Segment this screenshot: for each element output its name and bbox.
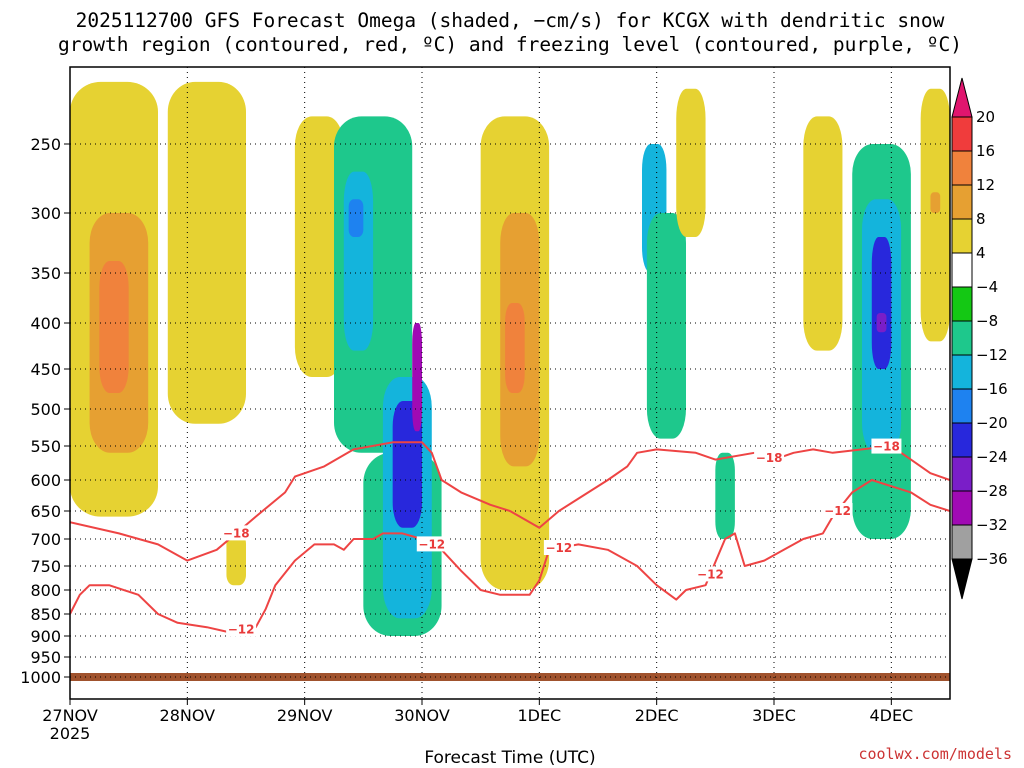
y-tick-label: 500 [30,400,61,419]
omega-cell [294,116,344,378]
colorbar-label: 12 [976,176,995,194]
contour-label: −18 [223,526,250,540]
x-tick-label: 28NOV [160,706,216,725]
x-tick-label: 29NOV [277,706,333,725]
colorbar-segment [951,320,973,356]
omega-cell [920,88,950,342]
colorbar-label: 4 [976,244,986,262]
colorbar-label: −32 [976,516,1008,534]
contour-label-bg [416,536,447,552]
y-axis-ticks: 250 300 350 400 450 500 550 600 650 700 750 800 850 9… [20,135,70,687]
x-tick-label: 2DEC [635,706,679,725]
contour-label-bg [543,540,574,555]
colorbar-label: −28 [976,482,1008,500]
y-tick-label: 650 [30,502,61,521]
x-tick-label: 1DEC [517,706,561,725]
colorbar-label: −20 [976,414,1008,432]
colorbar-label: −36 [976,550,1008,568]
contour-label: −12 [697,567,724,581]
contour-label: −12 [418,537,445,551]
omega-cell [392,401,422,528]
colorbar-segment [951,150,973,186]
colorbar-segment [951,286,973,322]
x-tick-label: 30NOV [394,706,450,725]
colorbar-segment [951,388,973,424]
colorbar-segment [951,456,973,492]
dgz-contour-line [70,441,950,562]
credit-text: coolwx.com/models [858,745,1012,763]
colorbar: 20 16 12 8 4 −4 −8 −12 −16 −20 −24 −28 −32 −36 [951,77,1008,600]
x-tick-sublabel: 2025 [50,724,91,743]
colorbar-segment [951,116,973,152]
omega-cell [676,88,706,237]
y-tick-label: 700 [30,530,61,549]
contour-label-bg [871,438,902,454]
colorbar-segment [951,252,973,288]
omega-cell [226,533,246,586]
contour-label: −18 [756,451,783,465]
y-tick-label: 450 [30,360,61,379]
dgz-contours: −18 −18 −18 −12 −12 −12 −12 −12 [70,438,950,637]
omega-cell [505,303,525,393]
colorbar-segment [951,490,973,526]
colorbar-label: 20 [976,108,995,126]
x-tick-label: 27NOV [42,706,98,725]
contour-label: −12 [228,622,255,636]
omega-cell [412,323,422,432]
omega-cell [348,199,364,237]
y-tick-label: 1000 [20,668,61,687]
contour-label: −12 [546,541,573,555]
colorbar-label: −16 [976,380,1008,398]
y-tick-label: 750 [30,557,61,576]
y-tick-label: 600 [30,471,61,490]
colorbar-top-triangle [951,77,973,118]
omega-cell [646,213,686,439]
omega-cell [930,192,941,213]
contour-label: −12 [824,504,851,518]
omega-shading-layer [70,81,950,636]
y-tick-label: 950 [30,648,61,667]
y-tick-label: 400 [30,314,61,333]
chart-title-line-1: 2025112700 GFS Forecast Omega (shaded, −… [76,9,945,32]
contour-label: −18 [873,440,900,454]
contour-label-bg [695,566,726,582]
omega-cell [876,313,887,333]
colorbar-segment [951,422,973,458]
x-tick-label: 4DEC [869,706,913,725]
x-tick-label: 3DEC [752,706,796,725]
contour-label-bg [754,449,785,465]
colorbar-label: 8 [976,210,986,228]
y-tick-label: 800 [30,581,61,600]
omega-cell [871,237,892,369]
colorbar-segment [951,184,973,220]
colorbar-bottom-triangle [951,558,973,600]
x-axis-label: Forecast Time (UTC) [424,748,595,768]
colorbar-label: −4 [976,278,998,296]
contour-label-bg [221,525,252,541]
colorbar-segment [951,218,973,254]
plot-frame [69,66,951,700]
chart-title-line-2: growth region (contoured, red, ºC) and f… [58,33,962,56]
omega-cell [167,81,246,424]
colorbar-segment [951,354,973,390]
y-tick-label: 350 [30,264,61,283]
colorbar-label: −12 [976,346,1008,364]
contour-label-bg [822,503,853,518]
omega-cell [99,261,129,393]
omega-cell [715,452,735,539]
omega-cell [343,171,374,351]
y-tick-label: 550 [30,437,61,456]
colorbar-label: −24 [976,448,1008,466]
y-tick-label: 900 [30,627,61,646]
y-tick-label: 300 [30,204,61,223]
y-tick-label: 250 [30,135,61,154]
y-tick-label: 850 [30,605,61,624]
contour-label-bg [226,621,257,637]
colorbar-segment [951,524,973,560]
colorbar-label: −8 [976,312,998,330]
colorbar-label: 16 [976,142,995,160]
omega-cell [803,116,843,351]
